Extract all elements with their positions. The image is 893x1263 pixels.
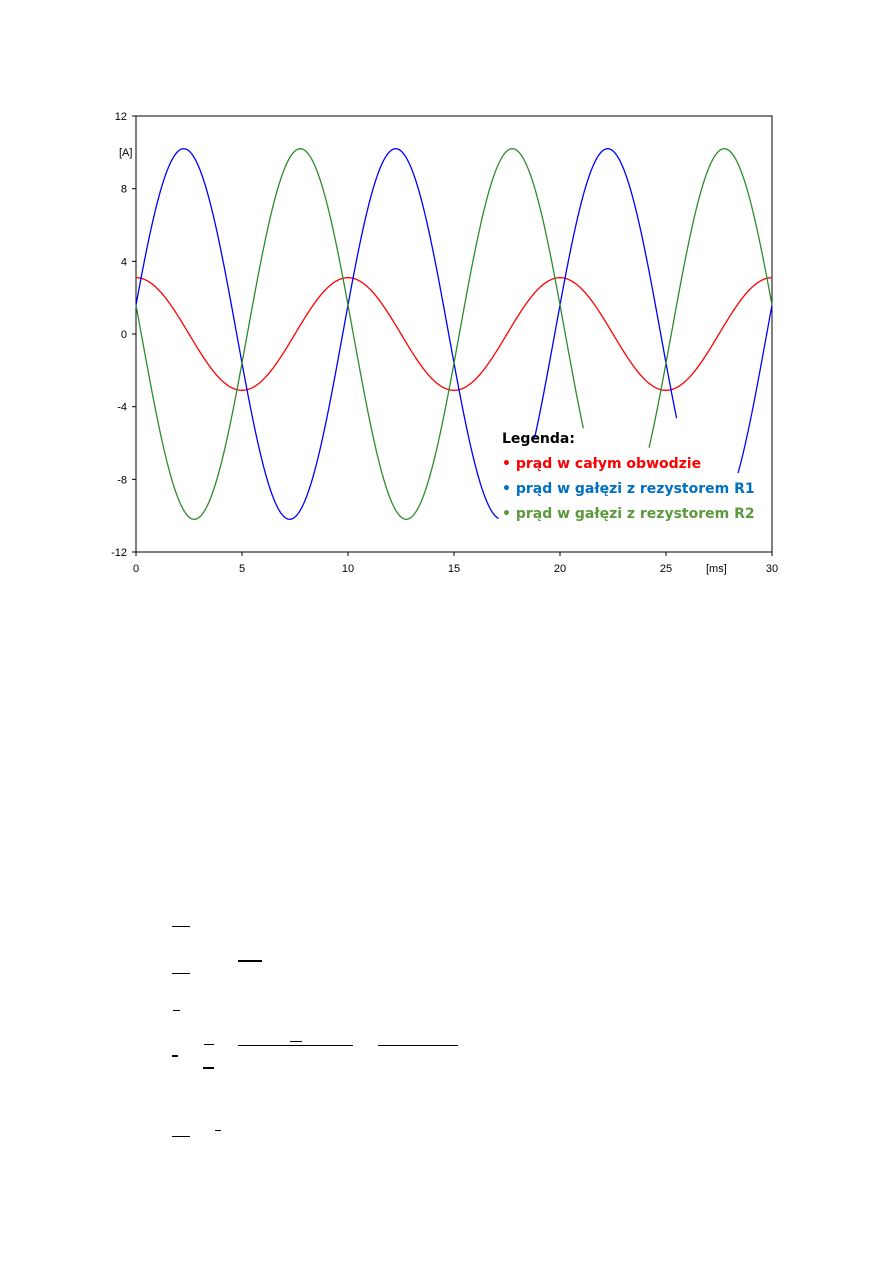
equation-rule: [378, 1045, 458, 1046]
y-tick-label: -4: [117, 402, 127, 414]
plot-area: [135, 115, 773, 553]
legend-item-2: • prąd w gałęzi z rezystorem R1: [502, 481, 755, 497]
equation-rule: [203, 1067, 214, 1069]
legend-label: prąd w gałęzi z rezystorem R2: [516, 506, 755, 522]
equation-rule: [172, 926, 190, 927]
y-tick-label: 0: [121, 329, 127, 341]
legend-bullet-icon: •: [502, 456, 516, 472]
y-tick-label: -8: [117, 474, 127, 486]
y-tick-label: 8: [121, 184, 127, 196]
series-layer: [135, 148, 773, 520]
equation-rule: [173, 1010, 180, 1011]
x-axis-label: [ms]: [706, 563, 727, 575]
x-tick-label: 20: [554, 563, 566, 575]
x-tick-label: 30: [766, 563, 778, 575]
equation-rule: [290, 1041, 302, 1042]
x-tick-label: 5: [239, 563, 245, 575]
legend-label: prąd w gałęzi z rezystorem R1: [516, 481, 755, 497]
equation-rule: [172, 973, 190, 974]
series-line-3: [135, 148, 584, 520]
y-tick-label: 12: [115, 111, 127, 123]
axis-layer: 0 5 10 15 20 25 30 -12 -8 -4 0 4 8 12: [111, 111, 778, 575]
equation-rule: [172, 1136, 190, 1137]
y-tick-label: -12: [111, 547, 127, 559]
legend-bullet-icon: •: [502, 481, 516, 497]
equation-rule: [238, 1045, 353, 1046]
y-axis-label: [A]: [119, 147, 132, 159]
series-line-2: [135, 148, 499, 520]
equation-rule: [238, 960, 262, 962]
legend-title: Legenda:: [502, 431, 575, 447]
series-line-2: [533, 148, 678, 439]
legend-label: prąd w całym obwodzie: [516, 456, 701, 472]
x-tick-label: 15: [448, 563, 460, 575]
legend-item-3: • prąd w gałęzi z rezystorem R2: [502, 506, 755, 522]
legend-bullet-icon: •: [502, 506, 516, 522]
series-line-2: [737, 304, 773, 474]
equation-rule: [172, 1055, 178, 1057]
legend-item-1: • prąd w całym obwodzie: [502, 456, 701, 472]
series-line-3: [648, 148, 773, 448]
equation-rule: [204, 1044, 214, 1045]
legend: Legenda: • prąd w całym obwodzie• prąd w…: [502, 431, 755, 522]
y-tick-label: 4: [121, 256, 127, 268]
x-tick-label: 0: [133, 563, 139, 575]
x-tick-label: 10: [342, 563, 354, 575]
series-line-1: [135, 277, 773, 391]
equation-rule: [215, 1130, 221, 1131]
x-tick-label: 25: [660, 563, 672, 575]
